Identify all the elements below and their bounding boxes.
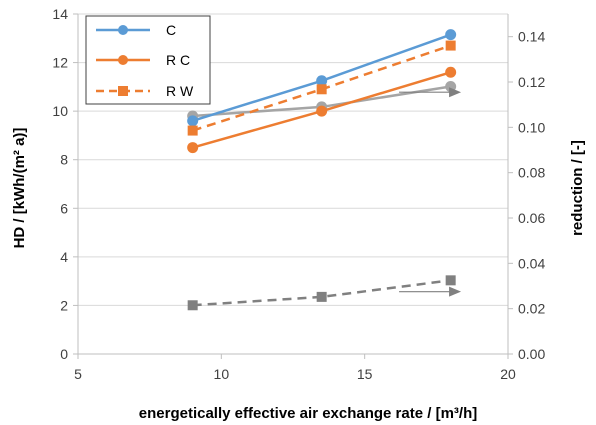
arrow-head xyxy=(449,286,462,297)
y2-tick-label: 0.10 xyxy=(518,119,545,135)
x-tick-label: 20 xyxy=(500,366,516,382)
y-tick-label: 10 xyxy=(52,103,68,119)
data-point xyxy=(445,40,456,51)
data-point xyxy=(316,84,327,95)
x-tick-label: 10 xyxy=(214,366,230,382)
data-point xyxy=(445,275,456,286)
y-tick-label: 2 xyxy=(60,297,68,313)
series-group xyxy=(187,29,457,311)
series-4 xyxy=(187,275,456,311)
data-point xyxy=(187,300,198,311)
legend-item-c: C xyxy=(96,22,176,38)
legend-item-rc: R C xyxy=(96,52,190,68)
data-point xyxy=(316,75,328,87)
data-point xyxy=(445,66,457,78)
series-0 xyxy=(187,29,457,127)
data-point xyxy=(445,29,457,41)
data-point xyxy=(187,125,198,136)
legend-label-rw: R W xyxy=(166,83,194,99)
y-tick-label: 8 xyxy=(60,152,68,168)
legend-item-rw: R W xyxy=(96,83,194,99)
y-tick-label: 12 xyxy=(52,55,68,71)
tick-labels: 0 2 4 6 8 10 12 14 0.00 0.02 0.04 0.06 0.08 0.10 0.12 0… xyxy=(52,6,545,382)
y2-tick-label: 0.04 xyxy=(518,255,545,271)
data-point xyxy=(187,115,199,127)
legend-label-c: C xyxy=(166,22,176,38)
x-tick-label: 15 xyxy=(357,366,373,382)
data-point xyxy=(316,105,328,117)
y2-tick-label: 0.00 xyxy=(518,346,545,362)
series-1 xyxy=(187,66,457,154)
series-line xyxy=(192,279,451,307)
y2-tick-label: 0.06 xyxy=(518,210,545,226)
data-point xyxy=(187,142,199,154)
annotations xyxy=(399,87,462,297)
y-tick-label: 4 xyxy=(60,249,68,265)
x-tick-label: 5 xyxy=(74,366,82,382)
legend-label-rc: R C xyxy=(166,52,190,68)
y2-tick-label: 0.02 xyxy=(518,301,545,317)
arrow-head xyxy=(449,87,462,98)
data-point xyxy=(316,291,327,302)
axes xyxy=(73,13,513,359)
annotation-arrow xyxy=(399,87,462,98)
y-tick-label: 0 xyxy=(60,346,68,362)
y2-tick-label: 0.12 xyxy=(518,74,545,90)
y2-axis-title: reduction / [-] xyxy=(569,140,586,236)
annotation-arrow xyxy=(399,286,462,297)
y2-tick-label: 0.14 xyxy=(518,29,545,45)
legend: C R C R W xyxy=(85,15,211,105)
y2-tick-label: 0.08 xyxy=(518,165,545,181)
series-2 xyxy=(187,40,456,136)
x-axis-title: energetically effective air exchange rat… xyxy=(139,405,477,422)
y-tick-label: 6 xyxy=(60,200,68,216)
y-tick-label: 14 xyxy=(52,6,68,22)
y-axis-title: HD / [kWh/(m² a)] xyxy=(11,128,28,249)
